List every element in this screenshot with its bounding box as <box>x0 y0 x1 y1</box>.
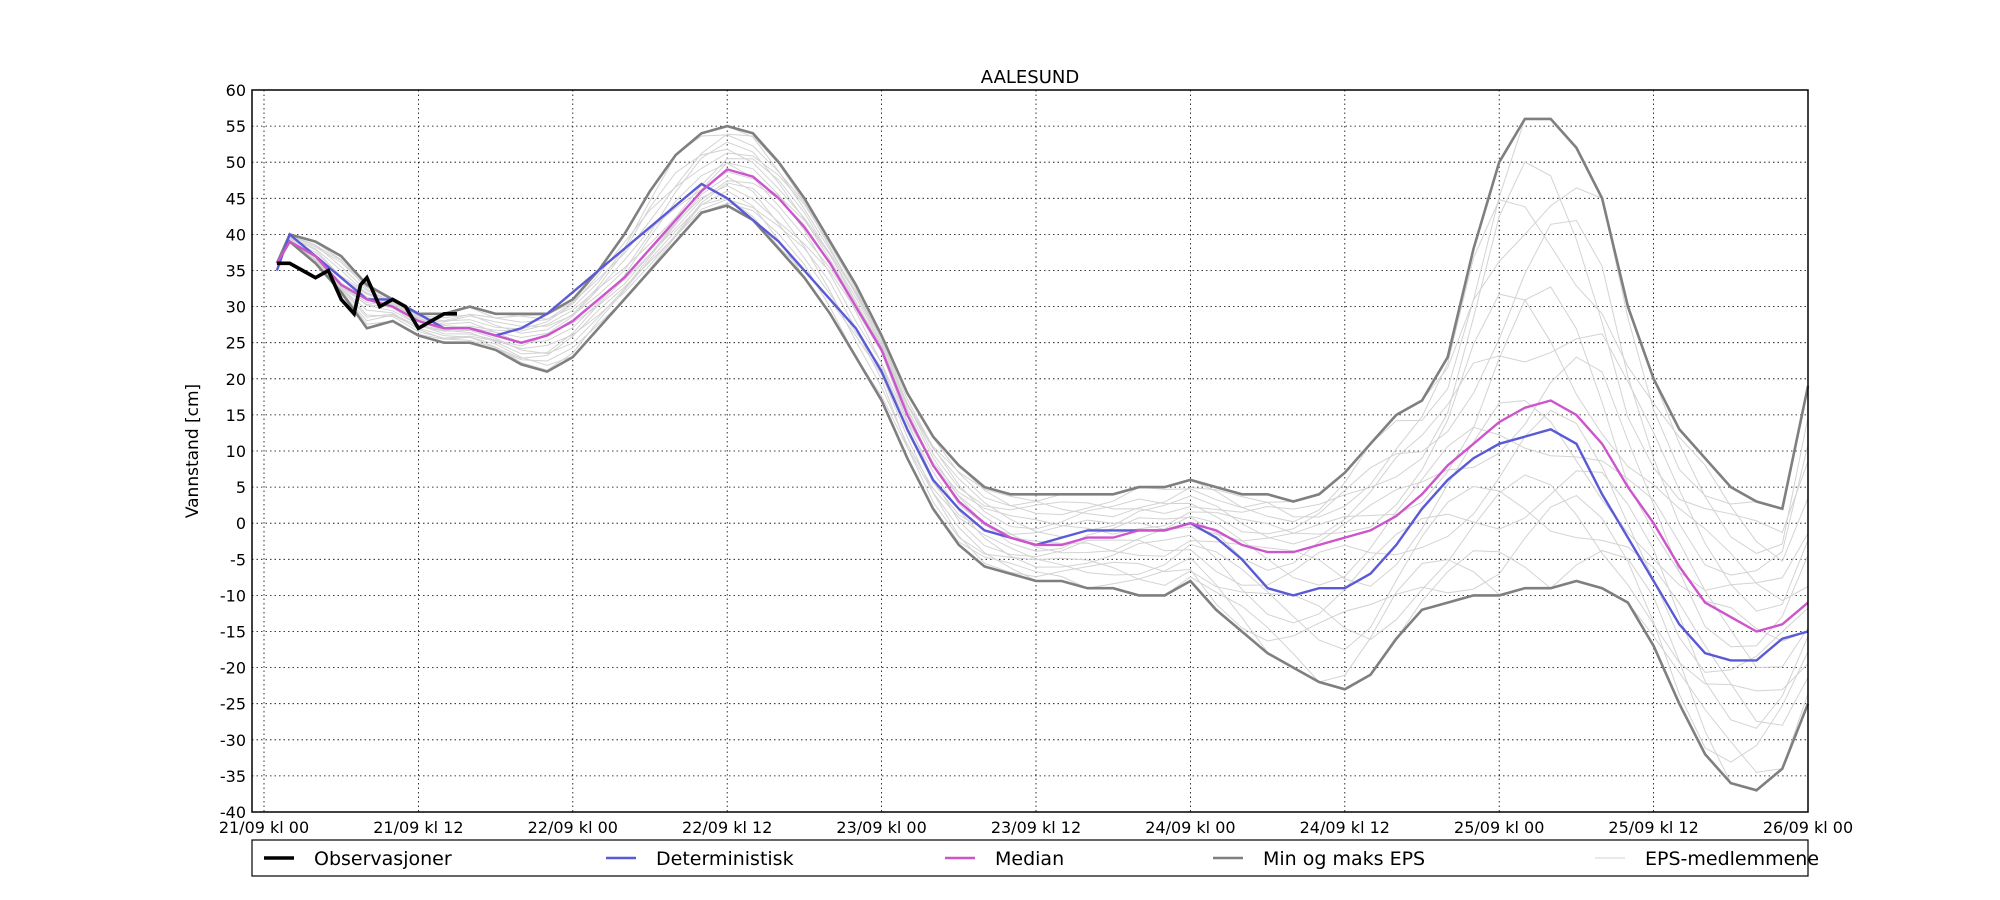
grid <box>252 89 1809 813</box>
eps-member-line <box>276 182 1809 726</box>
legend-label: EPS-medlemmene <box>1645 848 1819 870</box>
eps-member-line <box>276 162 1809 648</box>
eps-member-line <box>276 198 1809 692</box>
x-tick-label: 25/09 kl 00 <box>1454 818 1544 837</box>
legend-label: Min og maks EPS <box>1263 848 1425 870</box>
eps-member-line <box>276 162 1809 669</box>
y-tick-label: -5 <box>230 550 246 569</box>
eps-member-line <box>276 148 1809 576</box>
y-tick-label: 20 <box>226 370 246 389</box>
y-tick-label: 60 <box>226 81 246 100</box>
y-tick-labels: 605550454035302520151050-5-10-15-20-25-3… <box>220 81 246 822</box>
y-tick-label: 40 <box>226 225 246 244</box>
y-tick-label: -40 <box>220 803 246 822</box>
deterministic-line <box>275 182 1809 662</box>
eps-members <box>276 118 1809 791</box>
y-tick-label: 30 <box>226 298 246 317</box>
y-tick-label: 50 <box>226 153 246 172</box>
x-tick-label: 22/09 kl 12 <box>682 818 772 837</box>
x-tick-label: 24/09 kl 00 <box>1145 818 1235 837</box>
eps-member-line <box>276 197 1809 763</box>
x-tick-label: 21/09 kl 12 <box>373 818 463 837</box>
eps-member-line <box>276 158 1809 602</box>
y-tick-label: 5 <box>236 478 246 497</box>
y-tick-label: -20 <box>220 659 246 678</box>
legend-label: Deterministisk <box>656 848 794 870</box>
legend: Observasjoner Deterministisk Median Min og … <box>251 839 1819 877</box>
legend-frame <box>251 839 1809 877</box>
chart-title: AALESUND <box>981 67 1079 88</box>
eps-member-line <box>276 185 1809 673</box>
y-tick-label: -10 <box>220 586 246 605</box>
plot-frame <box>251 89 1809 813</box>
eps-max-line <box>275 117 1810 511</box>
y-tick-label: 10 <box>226 442 246 461</box>
eps-min-line <box>275 204 1810 792</box>
eps-member-line <box>276 180 1809 642</box>
eps-member-line <box>276 190 1809 791</box>
x-tick-label: 23/09 kl 00 <box>836 818 926 837</box>
y-tick-label: -25 <box>220 695 246 714</box>
observations-line <box>276 261 457 331</box>
series-lines <box>275 117 1810 792</box>
x-tick-label: 24/09 kl 12 <box>1300 818 1390 837</box>
legend-item-observasjoner: Observasjoner <box>264 848 452 870</box>
legend-item-median: Median <box>945 848 1064 870</box>
x-tick-label: 23/09 kl 12 <box>991 818 1081 837</box>
eps-member-line <box>276 176 1809 729</box>
y-tick-label: -30 <box>220 731 246 750</box>
x-tick-label: 26/09 kl 00 <box>1763 818 1853 837</box>
y-tick-label: 15 <box>226 406 246 425</box>
median-line <box>275 168 1809 633</box>
eps-member-line <box>276 125 1809 554</box>
legend-item-eps-medlemmene: EPS-medlemmene <box>1595 848 1819 870</box>
y-tick-label: -35 <box>220 767 246 786</box>
legend-item-deterministisk: Deterministisk <box>606 848 794 870</box>
legend-label: Observasjoner <box>314 848 452 870</box>
y-tick-label: -15 <box>220 623 246 642</box>
y-tick-label: 0 <box>236 514 246 533</box>
legend-item-min-maks-eps: Min og maks EPS <box>1213 848 1425 870</box>
y-tick-label: 45 <box>226 189 246 208</box>
legend-label: Median <box>995 848 1064 870</box>
y-tick-label: 25 <box>226 334 246 353</box>
x-tick-labels: 21/09 kl 00 21/09 kl 12 22/09 kl 00 22/09 k… <box>219 818 1853 837</box>
y-tick-label: 35 <box>226 262 246 281</box>
x-tick-label: 25/09 kl 12 <box>1608 818 1698 837</box>
y-tick-label: 55 <box>226 117 246 136</box>
x-tick-label: 21/09 kl 00 <box>219 818 309 837</box>
x-tick-label: 22/09 kl 00 <box>528 818 618 837</box>
y-axis-label: Vannstand [cm] <box>183 384 203 518</box>
eps-member-line <box>276 141 1809 612</box>
